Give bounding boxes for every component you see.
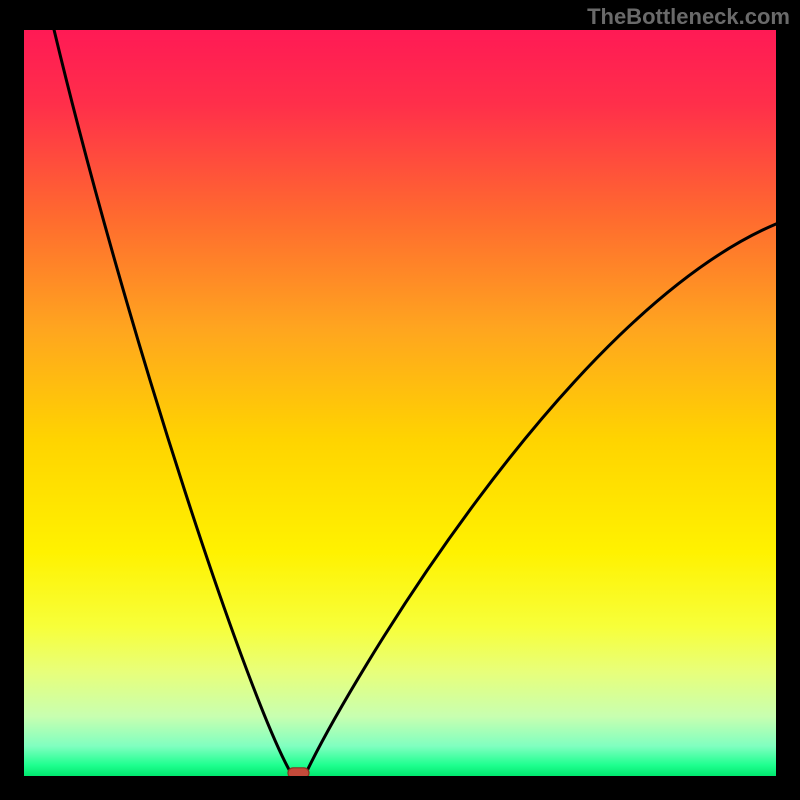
chart-container: { "watermark": { "text": "TheBottleneck.… xyxy=(0,0,800,800)
bottleneck-curve-right xyxy=(306,224,776,773)
minimum-marker xyxy=(288,768,309,776)
bottleneck-curve-left xyxy=(54,30,291,773)
plot-area xyxy=(24,30,776,776)
curve-layer xyxy=(24,30,776,776)
watermark-text: TheBottleneck.com xyxy=(587,4,790,30)
